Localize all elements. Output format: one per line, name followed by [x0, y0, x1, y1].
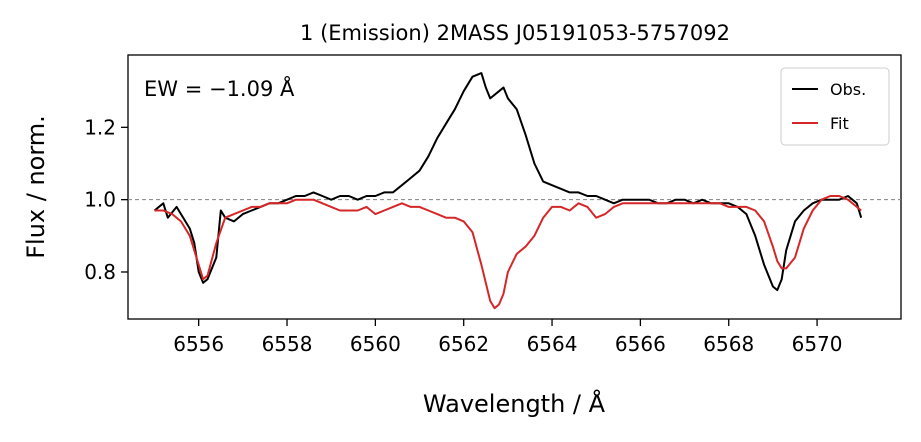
plot-frame: [127, 54, 902, 320]
y-tick-label: 1.0: [84, 188, 116, 212]
x-tick-label: 6558: [262, 332, 313, 356]
chart-title: 1 (Emission) 2MASS J05191053-5757092: [300, 21, 730, 45]
x-tick-label: 6568: [703, 332, 754, 356]
x-tick-label: 6570: [792, 332, 843, 356]
y-axis-ticks: 0.8 1.0 1.2: [84, 115, 128, 284]
legend-label-fit: Fit: [830, 114, 849, 133]
plot-area: [127, 54, 902, 320]
x-tick-label: 6556: [173, 332, 224, 356]
x-axis-label: Wavelength / Å: [423, 389, 606, 418]
ew-annotation: EW = −1.09 Å: [144, 75, 295, 101]
y-tick-label: 1.2: [84, 115, 116, 139]
x-tick-label: 6566: [615, 332, 666, 356]
series-line-obs: [153, 72, 863, 292]
x-tick-label: 6560: [350, 332, 401, 356]
series-line-fit: [154, 195, 862, 310]
x-axis-ticks: 6556 6558 6560 6562 6564 6566 6568 6570: [173, 319, 843, 356]
y-tick-label: 0.8: [84, 260, 116, 284]
x-tick-label: 6562: [438, 332, 489, 356]
legend: Obs. Fit: [780, 67, 890, 146]
series-layer: [153, 72, 863, 310]
legend-box: [780, 67, 890, 146]
x-tick-label: 6564: [527, 332, 578, 356]
legend-label-obs: Obs.: [830, 80, 866, 99]
y-axis-label: Flux / norm.: [22, 115, 50, 259]
